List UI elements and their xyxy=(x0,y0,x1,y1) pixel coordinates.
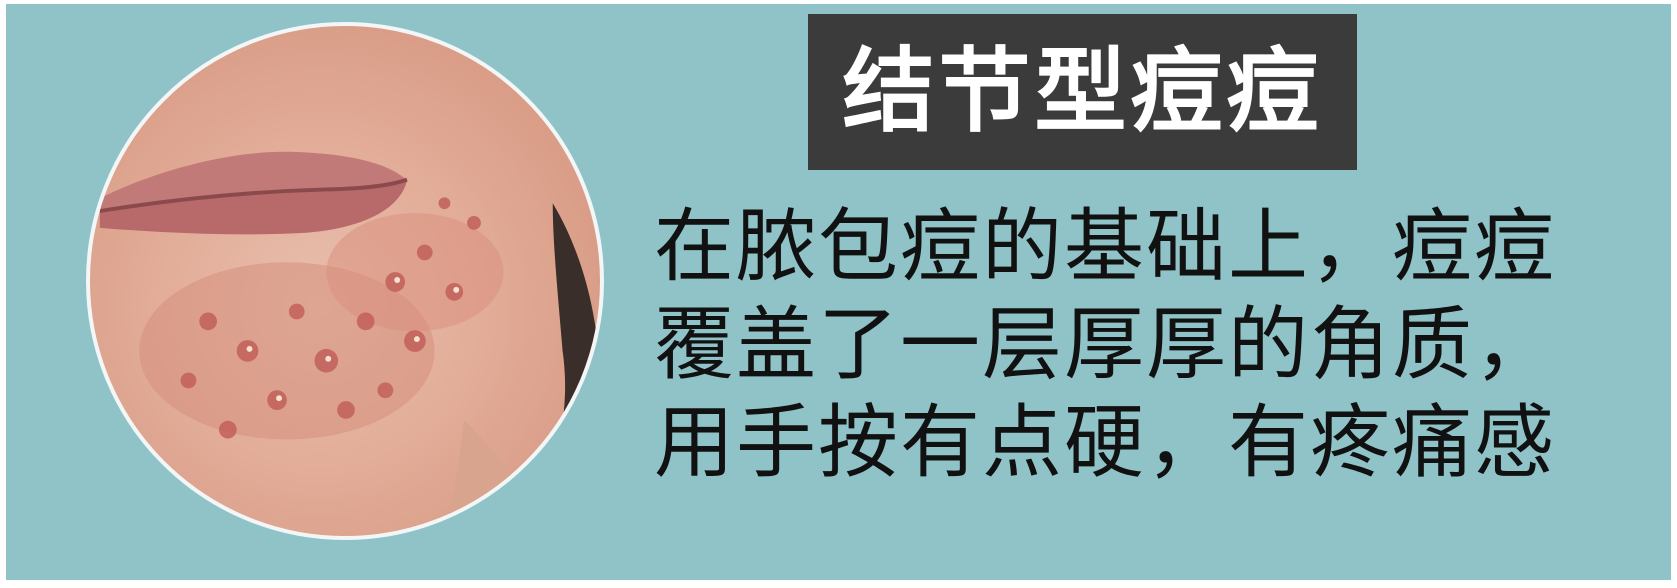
description-text: 在脓包痘的基础上，痘痘 覆盖了一层厚厚的角质， 用手按有点硬，有疼痛感 xyxy=(654,198,1654,492)
description-line-2: 覆盖了一层厚厚的角质， xyxy=(654,298,1556,391)
description-line-1: 在脓包痘的基础上，痘痘 xyxy=(654,200,1556,293)
description-line-3: 用手按有点硬，有疼痛感 xyxy=(654,396,1556,489)
acne-face-photo xyxy=(86,22,604,540)
page-title: 结节型痘痘 xyxy=(842,38,1323,145)
title-banner: 结节型痘痘 xyxy=(808,14,1357,170)
face-illustration xyxy=(99,151,600,536)
